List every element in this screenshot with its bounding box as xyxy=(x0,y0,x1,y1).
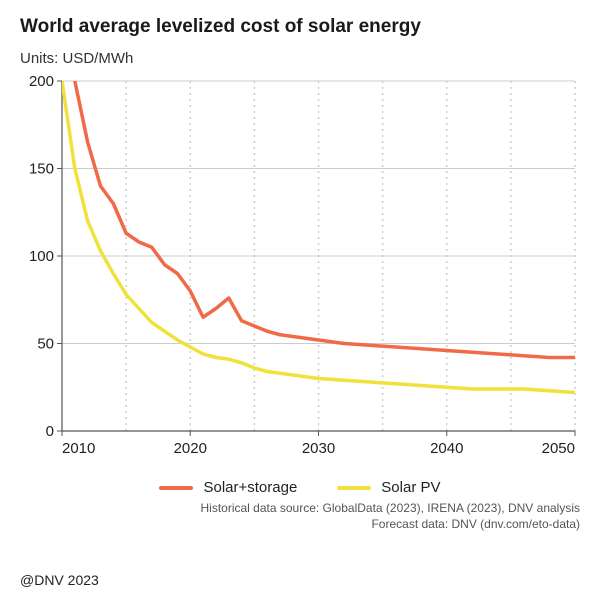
svg-text:0: 0 xyxy=(46,423,54,440)
chart-svg: 0 50 100 150 200 2010 2020 2030 2040 2050 xyxy=(20,71,580,461)
legend-swatch xyxy=(337,486,371,490)
svg-text:150: 150 xyxy=(29,161,54,178)
svg-text:2020: 2020 xyxy=(174,440,207,457)
svg-text:2050: 2050 xyxy=(542,440,575,457)
source-line-2: Forecast data: DNV (dnv.com/eto-data) xyxy=(20,516,580,532)
attribution: @DNV 2023 xyxy=(20,572,99,588)
data-sources: Historical data source: GlobalData (2023… xyxy=(20,500,580,532)
svg-text:50: 50 xyxy=(37,336,54,353)
line-chart: 0 50 100 150 200 2010 2020 2030 2040 2050 xyxy=(20,71,580,461)
svg-text:2030: 2030 xyxy=(302,440,335,457)
legend-label: Solar+storage xyxy=(203,479,297,496)
source-line-1: Historical data source: GlobalData (2023… xyxy=(20,500,580,516)
chart-title: World average levelized cost of solar en… xyxy=(20,16,580,38)
units-label: Units: USD/MWh xyxy=(20,50,580,67)
legend-item: Solar+storage xyxy=(159,479,297,496)
legend: Solar+storage Solar PV xyxy=(20,479,580,496)
svg-text:2010: 2010 xyxy=(62,440,95,457)
legend-swatch xyxy=(159,486,193,490)
svg-text:2040: 2040 xyxy=(430,440,463,457)
legend-label: Solar PV xyxy=(381,479,440,496)
svg-text:200: 200 xyxy=(29,73,54,90)
legend-item: Solar PV xyxy=(337,479,440,496)
svg-text:100: 100 xyxy=(29,248,54,265)
